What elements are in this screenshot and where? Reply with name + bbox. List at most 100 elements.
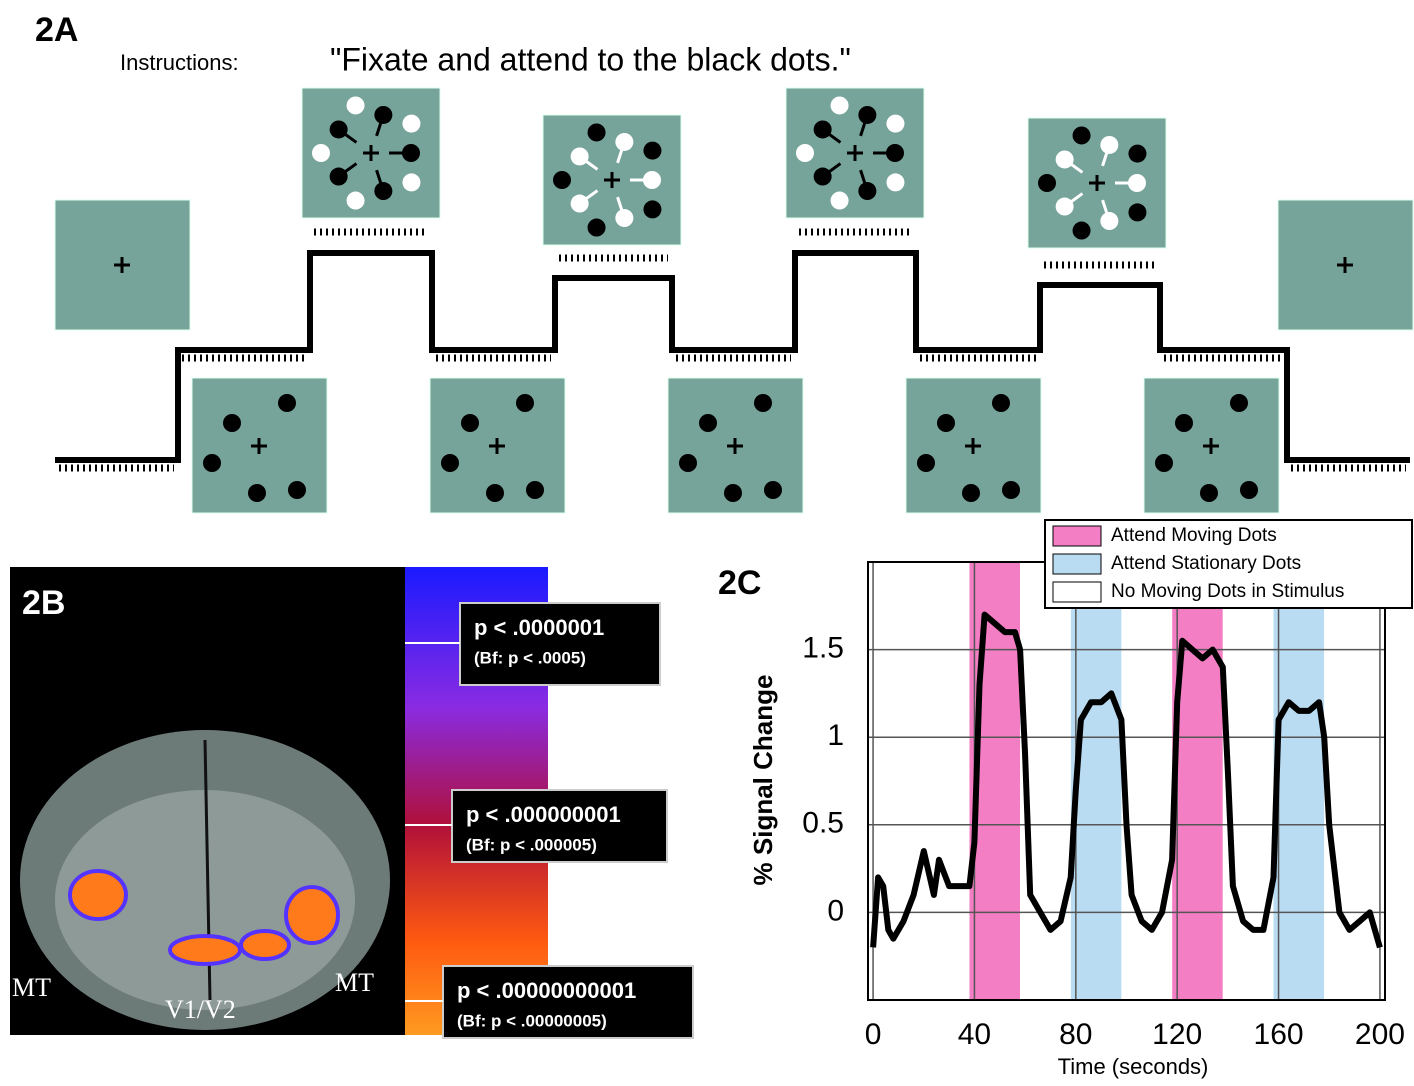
dot: [1175, 414, 1193, 432]
dot: [461, 414, 479, 432]
x-axis-title: Time (seconds): [1058, 1054, 1209, 1079]
dot: [1072, 221, 1091, 240]
condition-band: [1172, 562, 1223, 1000]
motion-arrow: [859, 114, 869, 137]
legend-swatch: [1052, 553, 1102, 575]
dot: [886, 173, 905, 192]
dot: [1038, 174, 1056, 192]
motion-arrow: [1101, 144, 1111, 167]
legend-swatch: [1052, 581, 1102, 603]
instructions: "Fixate and attend to the black dots.": [330, 41, 851, 77]
condition-band: [868, 562, 970, 1000]
dot: [679, 454, 697, 472]
motion-arrow: [578, 155, 599, 171]
dot: [1002, 481, 1020, 499]
dot: [402, 173, 421, 192]
dot: [346, 96, 365, 115]
threshold-box: [459, 602, 661, 686]
x-tick-label: 80: [1059, 1018, 1092, 1051]
threshold-bf: (Bf: p < .000005): [466, 835, 597, 854]
condition-band: [1273, 562, 1325, 1000]
x-tick-label: 160: [1254, 1018, 1304, 1051]
region-label: V1/V2: [165, 995, 236, 1024]
dot: [754, 394, 772, 412]
x-tick-label: 120: [1152, 1018, 1202, 1051]
threshold-p: p < .000000001: [466, 802, 621, 827]
motion-arrow: [1063, 158, 1084, 174]
region-label: MT: [12, 973, 51, 1002]
panel-label: 2A: [35, 11, 78, 49]
panel-label: 2C: [718, 564, 761, 602]
dot: [587, 218, 606, 237]
dot: [764, 481, 782, 499]
region-label: MT: [335, 968, 374, 997]
motion-arrow: [821, 162, 842, 178]
legend-label: Attend Stationary Dots: [1111, 553, 1301, 574]
motion-arrow: [1063, 192, 1084, 208]
legend-label: No Moving Dots in Stimulus: [1111, 581, 1344, 602]
dot: [724, 484, 742, 502]
y-tick-label: 0.5: [802, 807, 844, 840]
activation: [68, 869, 128, 921]
dot: [1240, 481, 1258, 499]
threshold-bf: (Bf: p < .00000005): [457, 1011, 607, 1030]
block-design: [55, 250, 1410, 463]
x-tick-label: 200: [1355, 1018, 1405, 1051]
dot: [830, 191, 849, 210]
dot: [992, 394, 1010, 412]
dot: [886, 114, 905, 133]
dot: [248, 484, 266, 502]
dot: [553, 171, 571, 189]
dot: [223, 414, 241, 432]
condition-band: [1121, 562, 1173, 1000]
legend-label: Attend Moving Dots: [1111, 525, 1277, 546]
threshold-p: p < .00000000001: [457, 978, 636, 1003]
dot: [587, 123, 606, 142]
instructions-label: Instructions:: [120, 50, 239, 75]
dot: [1128, 203, 1147, 222]
dot: [526, 481, 544, 499]
dot: [643, 141, 662, 160]
dot: [203, 454, 221, 472]
motion-arrow: [616, 196, 626, 219]
dot: [346, 191, 365, 210]
dot: [1128, 144, 1147, 163]
dot: [1155, 454, 1173, 472]
threshold-box: [442, 965, 694, 1039]
threshold-bf: (Bf: p < .0005): [474, 648, 586, 667]
dot: [486, 484, 504, 502]
paradigm: [54, 87, 1414, 514]
activation: [239, 929, 291, 961]
motion-arrow: [616, 141, 626, 164]
dot: [830, 96, 849, 115]
dot: [1230, 394, 1248, 412]
y-axis-title: % Signal Change: [748, 675, 778, 886]
motion-arrow: [859, 169, 869, 192]
dot: [937, 414, 955, 432]
motion-arrow: [337, 162, 358, 178]
y-tick-label: 1.5: [802, 632, 844, 665]
dot: [643, 200, 662, 219]
activation: [168, 934, 242, 966]
dot: [796, 144, 814, 162]
motion-arrow: [375, 169, 385, 192]
time-course: 0 0.5 1 1.5 0 40 80 120 160 200 2C % Signal Change T…: [718, 519, 1413, 1079]
legend: [1044, 519, 1413, 609]
dot: [1200, 484, 1218, 502]
dot: [917, 454, 935, 472]
motion-arrow: [375, 114, 385, 137]
motion-arrow: [821, 128, 842, 144]
y-tick-label: 0: [827, 894, 844, 927]
panel-label: 2B: [22, 584, 65, 622]
threshold-box: [451, 789, 668, 863]
dot: [402, 114, 421, 133]
dot: [312, 144, 330, 162]
dot: [962, 484, 980, 502]
dot: [516, 394, 534, 412]
activation: [284, 885, 340, 945]
y-tick-label: 1: [827, 719, 844, 752]
signal-line: [870, 611, 1383, 949]
dot: [699, 414, 717, 432]
x-tick-label: 40: [958, 1018, 991, 1051]
